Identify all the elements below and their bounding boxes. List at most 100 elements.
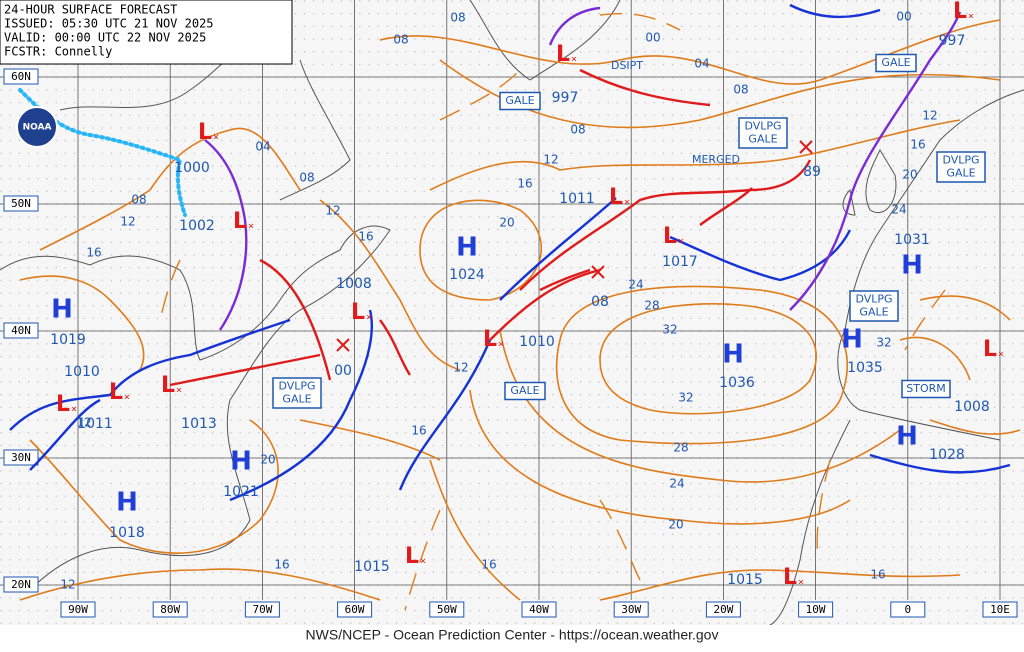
troughs (159, 12, 946, 611)
low-symbol: L (405, 544, 419, 569)
high-symbol: H (230, 447, 252, 477)
warm-front (259, 258, 332, 381)
coast-greenland (469, 0, 621, 81)
cold-front (789, 3, 881, 19)
high-symbol: H (841, 325, 863, 355)
advisory-box (272, 377, 322, 409)
footer: NWS/NCEP - Ocean Prediction Center - htt… (306, 627, 719, 643)
isobar-label: 24 (669, 477, 684, 491)
low-pressure: 1011 (77, 416, 113, 432)
high-symbol: H (116, 488, 138, 518)
lat-label-box (3, 195, 39, 212)
isobar (299, 199, 461, 461)
isobar-label: 16 (411, 424, 426, 438)
coast-british-isles (842, 148, 897, 216)
low-mark: × (624, 197, 630, 208)
low-symbol: L (198, 120, 212, 145)
lon-label: 10E (990, 603, 1010, 616)
lon-label-box (337, 601, 373, 618)
low-symbol: L (556, 42, 570, 67)
forming-low-mark (591, 265, 605, 279)
advisory-text: DVLPG (744, 120, 781, 133)
lat-label: 20N (11, 578, 31, 591)
isobar-label: 20 (499, 216, 514, 230)
high-pressure: 1024 (449, 267, 485, 283)
advisory-box (849, 290, 899, 322)
isobar (419, 199, 543, 301)
low-pressure: 1000 (174, 160, 210, 176)
low-pressure: 1015 (727, 572, 763, 588)
advisory-text: GALE (946, 167, 975, 180)
isobar (19, 568, 381, 601)
high-symbol: H (722, 340, 744, 370)
high-symbol: H (456, 233, 478, 263)
cold-front (398, 339, 492, 491)
forming-low-mark (799, 140, 813, 154)
warm-front (489, 268, 601, 341)
advisory-box (875, 53, 917, 73)
advisory-box (738, 117, 788, 149)
low-pressure: 1010 (64, 364, 100, 380)
isobar-label: 08 (733, 83, 748, 97)
advisory-box (936, 151, 986, 183)
low-symbol: L (56, 392, 70, 417)
low-pressure: 1002 (179, 218, 215, 234)
advisory-text: GALE (748, 133, 777, 146)
trough (404, 459, 831, 611)
cold-front (869, 453, 1011, 474)
low-symbol: L (233, 209, 247, 234)
lon-label-box (521, 601, 557, 618)
isobar (19, 275, 279, 554)
lon-label: 50W (437, 603, 457, 616)
low-mark: × (176, 385, 182, 396)
high-pressure: 1021 (223, 484, 259, 500)
low-symbol: L (953, 0, 967, 24)
lon-label: 30W (621, 603, 641, 616)
warm-front (379, 319, 411, 376)
lon-label: 80W (160, 603, 180, 616)
coast-europe-africa (769, 89, 1024, 626)
lat-label: 50N (11, 197, 31, 210)
cold-front (229, 309, 373, 502)
lon-label-box (429, 601, 465, 618)
logo-disc (16, 106, 58, 148)
isobar-label: 16 (358, 230, 373, 244)
isobar (499, 329, 901, 483)
low-mark: × (213, 132, 219, 143)
low-pressure: 1013 (181, 416, 217, 432)
forming-low-pressure: 00 (334, 363, 352, 379)
low-symbol: L (663, 224, 677, 249)
lon-label: 40W (529, 603, 549, 616)
low-symbol: L (783, 565, 797, 590)
high-pressure: 1031 (894, 232, 930, 248)
footer-band (0, 625, 1024, 652)
isobar-label: 12 (60, 578, 75, 592)
low-pressure: 1015 (354, 559, 390, 575)
advisory-text: GALE (510, 384, 539, 397)
track-arrow (169, 68, 753, 387)
low-pressure: 1011 (559, 191, 595, 207)
isobar-label: 04 (255, 140, 270, 154)
trough (159, 259, 946, 351)
isobar-label: 16 (870, 568, 885, 582)
high-pressure: 1036 (719, 375, 755, 391)
lon-label: 10W (806, 603, 826, 616)
isobar (429, 459, 961, 601)
lon-label: 20W (713, 603, 733, 616)
low-mark: × (124, 392, 130, 403)
advisory-box (504, 381, 546, 401)
isobar (429, 119, 961, 191)
high-pressure: 1018 (109, 525, 145, 541)
warm-front (519, 159, 812, 291)
low-pressure: 1008 (336, 276, 372, 292)
lon-label-box (152, 601, 188, 618)
isobar (39, 127, 301, 251)
advisory-text: STORM (906, 382, 946, 395)
occluded-front (789, 11, 962, 311)
isobar-label: 12 (922, 109, 937, 123)
lat-label-box (3, 449, 39, 466)
isobar (555, 285, 848, 445)
advisory-text: DSIPT (611, 59, 643, 72)
advisory-text: GALE (859, 306, 888, 319)
low-mark: × (248, 221, 254, 232)
